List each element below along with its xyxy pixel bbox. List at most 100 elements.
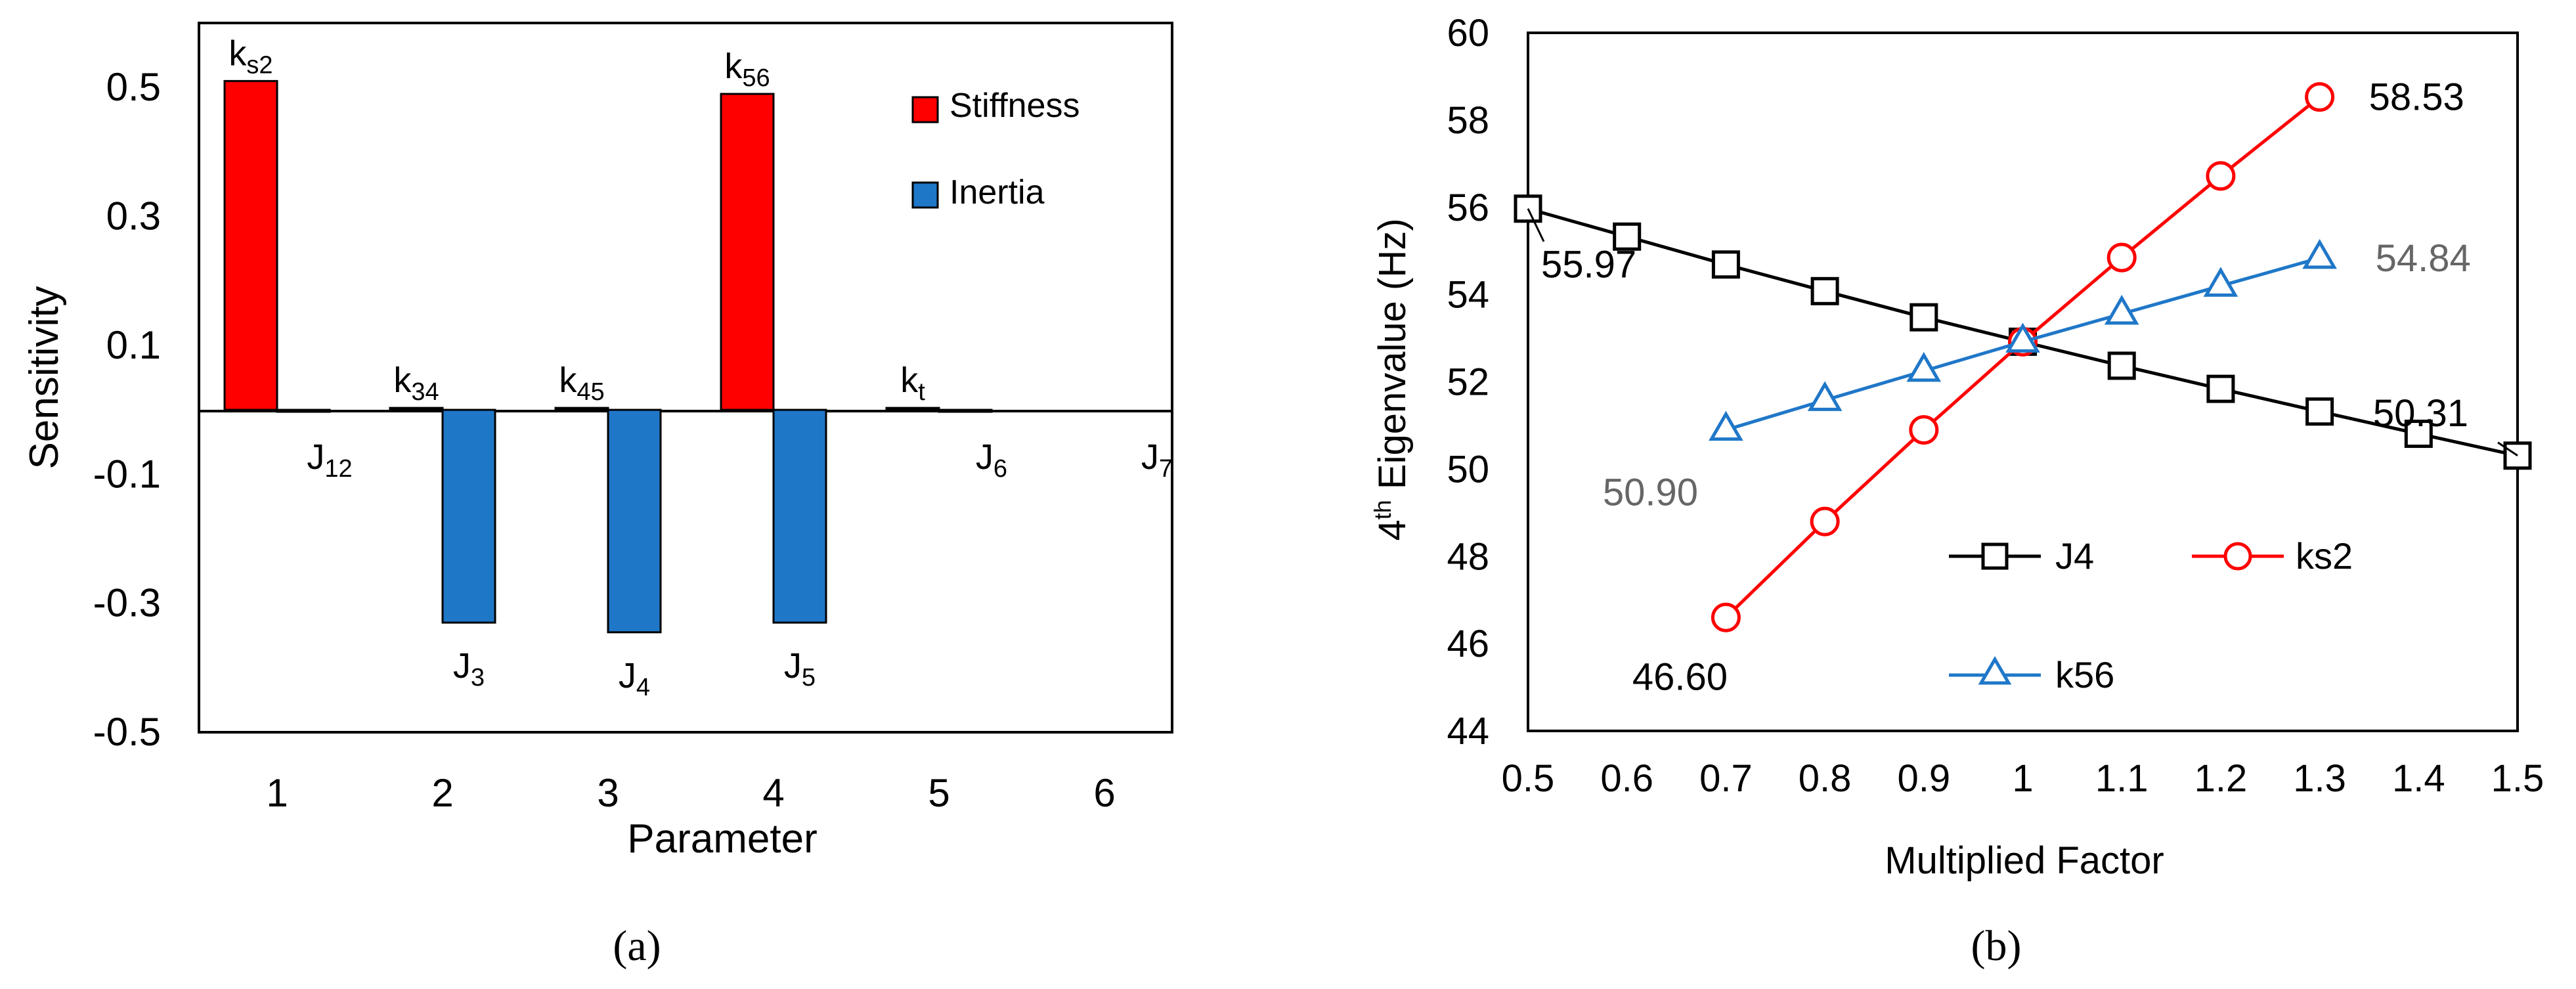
panel-a-caption: (a)	[613, 922, 661, 970]
bar-label-inertia-subscript: 12	[324, 455, 352, 483]
bar-label-stiffness: k34	[393, 361, 439, 406]
legend-label-ks2: ks2	[2296, 535, 2353, 577]
bar-label-inertia-main: J	[307, 437, 324, 477]
bar-label-stiffness-main: k	[724, 47, 743, 86]
panel-a-legend: Stiffness Inertia	[911, 87, 1080, 211]
bar-inertia	[938, 408, 993, 413]
legend-swatch-inertia	[911, 181, 939, 209]
data-point-ks2	[2305, 82, 2335, 112]
panel-b-y-tick-labels: 44 46 48 50 52 54 56 58 60	[1447, 12, 1489, 753]
bar-label-stiffness-subscript: 45	[577, 378, 604, 406]
data-point-k56	[2302, 238, 2337, 269]
data-point-k56	[2203, 267, 2238, 297]
x-tick-label: 4	[762, 771, 784, 815]
bar-label-inertia-main: J	[453, 646, 471, 686]
value-annotation: 55.97	[1541, 244, 1636, 286]
x-tick-label: 6	[1093, 771, 1115, 815]
bar-inertia	[607, 408, 662, 634]
panel-b-y-axis-label: 4th Eigenvalue (Hz)	[1369, 218, 1414, 540]
bar-label-stiffness-main: k	[393, 361, 412, 400]
bar-label-inertia-subscript: 4	[636, 674, 650, 701]
bar-stiffness	[720, 93, 775, 411]
bar-label-stiffness-subscript: t	[918, 378, 925, 406]
bar-label-inertia-subscript: 7	[1159, 455, 1173, 483]
bar-label-inertia-main: J	[976, 437, 993, 477]
y-tick-label: 54	[1447, 274, 1489, 317]
y-tick-label: 46	[1447, 623, 1489, 665]
data-point-k56	[2005, 322, 2040, 353]
data-point-j4	[2107, 351, 2136, 380]
data-point-j4	[2503, 441, 2532, 470]
data-point-ks2	[1810, 506, 1840, 537]
bar-stiffness	[554, 407, 609, 411]
x-tick-label: 2	[431, 771, 453, 815]
bar-inertia	[441, 408, 496, 624]
data-point-ks2	[2206, 161, 2236, 191]
y-tick-label: -0.3	[93, 581, 161, 625]
data-point-ks2	[2107, 242, 2137, 273]
bar-stiffness	[223, 79, 278, 411]
panel-b-x-axis-label: Multiplied Factor	[1885, 839, 2164, 882]
value-annotation: 54.84	[2376, 237, 2471, 280]
legend-label-inertia: Inertia	[950, 173, 1045, 211]
bar-label-stiffness: k56	[724, 47, 770, 92]
legend-swatch-stiffness	[911, 96, 939, 123]
x-tick-label: 5	[928, 771, 950, 815]
bar-label-stiffness: k45	[559, 361, 604, 406]
legend-marker-triangle	[1978, 656, 2012, 685]
x-tick-label: 0.5	[1502, 757, 1555, 800]
bar-label-stiffness-main: k	[559, 361, 577, 400]
panel-b-caption: (b)	[1971, 922, 2022, 970]
bar-label-stiffness-subscript: 56	[742, 64, 770, 92]
bar-inertia	[276, 408, 331, 413]
bar-label-inertia: J7	[1141, 437, 1173, 483]
data-point-j4	[1810, 276, 1839, 305]
legend-label-j4: J4	[2055, 535, 2094, 577]
y-tick-label: 0.1	[106, 323, 161, 367]
value-annotation: 50.90	[1603, 472, 1698, 514]
panel-b-series	[1514, 82, 2532, 632]
data-point-j4	[1514, 194, 1542, 223]
bar-label-stiffness-main: k	[229, 33, 247, 73]
x-tick-label: 1.1	[2095, 757, 2149, 800]
y-tick-label: 56	[1447, 187, 1489, 229]
x-tick-label: 0.7	[1699, 757, 1753, 800]
data-point-j4	[2206, 374, 2235, 403]
bar-label-inertia-main: J	[619, 656, 636, 695]
y-tick-label: 48	[1447, 535, 1489, 578]
panel-a-y-tick-labels: -0.5 -0.3 -0.1 0.1 0.3 0.5	[93, 65, 161, 754]
y-tick-label: 0.5	[106, 65, 161, 109]
legend-label-stiffness: Stiffness	[950, 87, 1080, 125]
data-point-ks2	[1711, 602, 1741, 632]
x-tick-label: 1.5	[2491, 757, 2544, 800]
y-tick-label: -0.1	[93, 452, 161, 496]
panel-b-eigenvalue-line-chart: 44 46 48 50 52 54 56 58 60 0.5 0.6 0.7 0.8 0.9 1 1.1 1.…	[1369, 12, 2544, 970]
y-tick-label: 0.3	[106, 194, 161, 238]
panel-a-x-tick-labels: 1 2 3 4 5 6	[266, 771, 1115, 815]
legend-label-k56: k56	[2055, 654, 2114, 695]
x-tick-label: 1	[266, 771, 288, 815]
x-tick-label: 3	[597, 771, 619, 815]
y-label-rest: Eigenvalue (Hz)	[1371, 218, 1414, 500]
data-point-ks2	[1909, 415, 1939, 445]
x-tick-label: 0.6	[1600, 757, 1653, 800]
data-point-k56	[1906, 351, 1942, 382]
bar-stiffness	[389, 407, 444, 411]
bar-label-inertia-main: J	[784, 646, 802, 686]
y-tick-label: 52	[1447, 361, 1489, 404]
data-point-j4	[1613, 222, 1642, 251]
annotation-leader-line	[2497, 441, 2518, 457]
x-tick-label: 0.9	[1897, 757, 1950, 800]
y-label-ordinal: 4	[1371, 519, 1414, 540]
panel-b-legend: J4 ks2 k56	[1949, 535, 2353, 695]
panel-b-plot-area	[1527, 32, 2519, 732]
bar-stiffness	[885, 407, 940, 411]
data-point-k56	[1807, 381, 1843, 411]
y-tick-label: 44	[1447, 710, 1489, 753]
panel-b-value-annotations: 55.97 50.31 58.53 46.60 54.84 50.90	[1527, 76, 2518, 698]
x-tick-label: 1	[2012, 757, 2033, 800]
value-annotation: 50.31	[2373, 392, 2468, 435]
bar-label-stiffness: kt	[900, 361, 925, 406]
